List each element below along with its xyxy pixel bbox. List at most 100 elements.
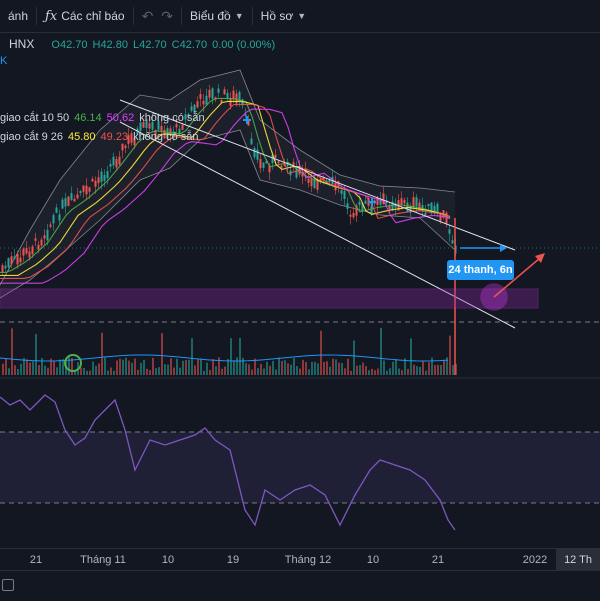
volume-bar (188, 359, 190, 375)
candle-body (343, 191, 346, 200)
candle-body (196, 101, 199, 108)
candle-body (340, 190, 343, 194)
candle-body (19, 257, 22, 263)
candle-body (58, 214, 61, 221)
volume-bar (401, 370, 403, 375)
candle-body (439, 214, 442, 221)
candle-body (52, 215, 55, 224)
candle-body (418, 202, 421, 211)
candle-body (148, 123, 151, 129)
toolbar-divider (251, 7, 253, 25)
symbol-name[interactable]: HNX (9, 37, 35, 51)
volume-bar (335, 359, 337, 375)
volume-bar (68, 357, 70, 375)
candle-body (166, 128, 169, 139)
price-chart[interactable] (0, 32, 600, 548)
ruler-icon[interactable] (2, 579, 14, 591)
volume-bar (50, 358, 52, 375)
candle-body (451, 240, 454, 244)
candle-body (220, 99, 223, 103)
volume-bar (161, 333, 163, 375)
chart-type-label: Biểu đồ (190, 9, 231, 23)
redo-button[interactable]: ↷ (161, 0, 181, 32)
chart-type-dropdown[interactable]: Biểu đồ ▼ (182, 0, 252, 32)
profile-dropdown[interactable]: Hồ sơ ▼ (253, 0, 314, 32)
volume-bar (386, 370, 388, 375)
candle-body (70, 193, 73, 200)
volume-bar (344, 368, 346, 375)
candle-body (34, 238, 37, 241)
volume-bar (53, 360, 55, 375)
volume-bar (62, 359, 64, 375)
candle-body (43, 235, 46, 239)
candle-body (91, 178, 94, 182)
volume-bar (287, 363, 289, 375)
candle-body (226, 93, 229, 98)
volume-bar (233, 360, 235, 375)
candle-body (205, 95, 208, 105)
volume-bar (209, 370, 211, 375)
ohlc-change: 0.00 (0.00%) (212, 39, 276, 51)
indicators-button[interactable]: ƒx Các chỉ báo (37, 0, 133, 32)
candle-body (436, 203, 439, 213)
volume-bar (20, 363, 22, 375)
top-toolbar: ánh ƒx Các chỉ báo ↶ ↷ Biểu đồ ▼ Hồ sơ ▼ (0, 0, 600, 33)
volume-bar (11, 328, 13, 375)
volume-bar (128, 360, 130, 375)
volume-bar (347, 358, 349, 375)
volume-bar (59, 359, 61, 375)
volume-bar (326, 361, 328, 375)
bb-fill (0, 70, 455, 298)
candle-body (403, 199, 406, 204)
volume-bar (302, 359, 304, 375)
volume-bar (380, 327, 382, 375)
toolbar-divider (181, 7, 183, 25)
volume-bar (293, 358, 295, 375)
volume-bar (257, 368, 259, 375)
undo-button[interactable]: ↶ (134, 0, 162, 32)
indicator-legend-1[interactable]: giao cắt 10 50 46.14 50.62 không có sẵn (0, 112, 210, 124)
time-axis[interactable]: 21 Tháng 11 10 19 Tháng 12 10 21 2022 12… (0, 548, 600, 571)
candle-body (130, 133, 133, 143)
time-tick: 2022 (522, 554, 548, 566)
candle-body (82, 185, 85, 192)
volume-bar (35, 334, 37, 375)
volume-bar (389, 368, 391, 375)
volume-bar (80, 367, 82, 375)
time-tick: Tháng 11 (80, 554, 126, 566)
candle-body (106, 171, 109, 179)
volume-bar (119, 358, 121, 375)
time-tick: 21 (29, 554, 43, 566)
volume-bar (23, 357, 25, 375)
indicator-name: giao cắt 10 50 (0, 112, 70, 124)
volume-bar (416, 366, 418, 375)
indicators-label: Các chỉ báo (61, 9, 125, 23)
indicator-legend-2[interactable]: giao cắt 9 26 45.80 49.23 không có sẵn (0, 131, 204, 143)
volume-bar (215, 366, 217, 375)
chart-tab-partial[interactable]: ánh (0, 0, 36, 32)
volume-bar (338, 362, 340, 375)
volume-bar (452, 365, 454, 375)
candle-body (145, 119, 148, 128)
moving-average-line (0, 108, 451, 284)
volume-bar (8, 368, 10, 375)
volume-bar (395, 359, 397, 375)
volume-bar (404, 358, 406, 375)
volume-bar (206, 362, 208, 375)
candle-body (238, 91, 241, 101)
volume-bar (86, 370, 88, 375)
drawing-tools[interactable] (0, 99, 545, 375)
volume-bar (227, 359, 229, 375)
time-tick: 10 (161, 554, 175, 566)
range-measure-label[interactable]: 24 thanh, 6n (447, 260, 514, 280)
indicator-value: 50.62 (106, 112, 135, 124)
volume-bar (392, 361, 394, 375)
candle-body (250, 138, 253, 145)
volume-bar (131, 362, 133, 375)
volume-bar (2, 363, 4, 375)
volume-bar (371, 368, 373, 375)
volume-bar (428, 362, 430, 375)
candle-body (319, 178, 322, 183)
range-arrow-head (500, 244, 507, 252)
volume-bar (92, 361, 94, 375)
